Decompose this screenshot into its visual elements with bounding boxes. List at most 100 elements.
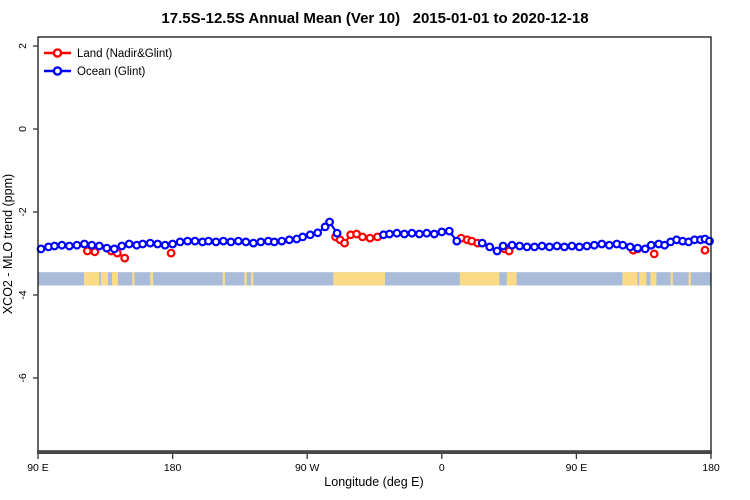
land-patch [333, 272, 385, 286]
ocean-series-point [537, 241, 547, 251]
land-patch [688, 272, 691, 286]
ocean-series-point [589, 240, 599, 250]
ocean-series-point [87, 240, 97, 250]
ocean-series-point [332, 228, 342, 238]
land-patch [244, 272, 247, 286]
legend-land-label: Land (Nadir&Glint) [77, 48, 172, 60]
ocean-series-point [241, 237, 251, 247]
x-axis-tick-label: 180 [164, 462, 182, 474]
ocean-series-point [124, 239, 134, 249]
ocean-series-point [392, 228, 402, 238]
ocean-series-point [153, 239, 163, 249]
legend-ocean-label: Ocean (Glint) [77, 66, 146, 78]
ocean-series-point [400, 229, 409, 239]
ocean-series-point [705, 236, 714, 246]
y-axis-tick-label: -4 [17, 290, 29, 299]
ocean-series-point [444, 226, 454, 236]
ocean-series-point [325, 217, 335, 227]
land-series-point [90, 247, 100, 257]
land-series-point [340, 238, 350, 248]
ocean-series-point [597, 239, 607, 249]
ocean-series-point [415, 229, 424, 239]
land-patch [132, 272, 135, 286]
map-band [38, 272, 711, 286]
ocean-series-point [190, 236, 200, 246]
y-axis-label: XCO2 - MLO trend (ppm) [1, 174, 15, 314]
y-axis-tick-label: -6 [17, 373, 29, 382]
ocean-series-point [168, 239, 178, 249]
x-axis-tick-label: 90 E [566, 462, 588, 474]
ocean-series-point [422, 228, 432, 238]
ocean-series-point [94, 241, 104, 251]
ocean-series-point [204, 236, 213, 246]
land-patch [622, 272, 638, 286]
chart-title: 17.5S-12.5S Annual Mean (Ver 10) 2015-01… [161, 10, 589, 27]
ocean-series-point [305, 230, 315, 240]
ocean-series-point [618, 240, 628, 250]
ocean-series-point [492, 246, 502, 256]
land-patch [150, 272, 154, 286]
ocean-series-point [498, 241, 508, 251]
ocean-series-point [625, 242, 635, 252]
ocean-series-point [226, 237, 236, 247]
land-patch [459, 272, 500, 286]
ocean-series-point [269, 237, 279, 247]
x-axis-tick-label: 180 [702, 462, 720, 474]
land-patch [251, 272, 254, 286]
ocean-series-point [522, 242, 532, 252]
y-axis-tick-label: -2 [17, 207, 29, 216]
ocean-series-point [233, 236, 243, 246]
x-axis-tick-label: 90 W [295, 462, 320, 474]
land-patch [84, 272, 100, 286]
ocean-series-point [545, 242, 554, 252]
ocean-series-point [640, 244, 650, 254]
ocean-series-point [256, 237, 266, 247]
legend: Land (Nadir&Glint) Ocean (Glint) [44, 48, 172, 78]
ocean-series-point [57, 240, 67, 250]
ocean-series-point [50, 241, 59, 251]
axes-frame-layer [37, 36, 712, 454]
legend-ocean-marker-icon [52, 66, 63, 76]
ocean-series-point [117, 241, 127, 251]
ocean-series-point [530, 242, 539, 252]
ocean-series-point [160, 240, 170, 250]
ocean-series [36, 217, 714, 256]
land-patch [222, 272, 225, 286]
x-axis-label: Longitude (deg E) [324, 475, 423, 489]
ocean-series-point [277, 236, 287, 246]
land-patch [506, 272, 517, 286]
land-series-point [649, 249, 659, 259]
ocean-series-point [407, 228, 417, 238]
ocean-series-point [560, 242, 569, 252]
x-axis-tick-label: 0 [439, 462, 445, 474]
land-patch [112, 272, 119, 286]
land-series-point [120, 253, 130, 263]
ocean-series-point [183, 236, 193, 246]
land-patch [650, 272, 657, 286]
land-series-point [365, 233, 375, 243]
ocean-series-point [138, 239, 148, 249]
ocean-series-point [36, 244, 46, 254]
ocean-series-point [64, 241, 74, 251]
ocean-series-point [507, 240, 517, 250]
data-series-layer [36, 217, 714, 263]
ocean-series-point [175, 237, 185, 247]
ocean-series-point [477, 238, 487, 248]
ocean-series-point [429, 229, 439, 239]
land-series-point [166, 248, 176, 258]
ocean-series-point [313, 228, 323, 238]
y-axis-tick-label: 2 [17, 43, 29, 49]
ocean-series-point [298, 232, 308, 242]
ocean-series-point [437, 227, 447, 237]
ocean-series-point [218, 236, 228, 246]
ocean-series-point [582, 241, 592, 251]
ocean-series-point [145, 238, 155, 248]
y-axis-tick-label: 0 [17, 126, 29, 132]
ocean-series-point [72, 240, 82, 250]
ocean-series-point [79, 239, 89, 249]
ocean-series-point [102, 243, 112, 253]
land-patch [639, 272, 647, 286]
legend-land-marker-icon [52, 48, 63, 58]
